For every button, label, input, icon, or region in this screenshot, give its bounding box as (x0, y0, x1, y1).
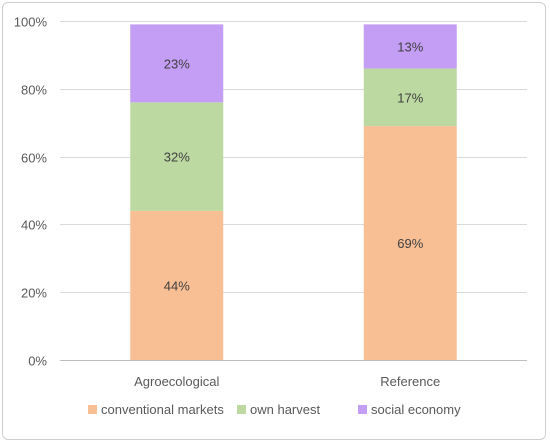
x-tick-label: Agroecological (134, 374, 219, 389)
legend-label: own harvest (250, 402, 320, 417)
y-tick-label: 40% (21, 218, 47, 233)
data-label: 32% (164, 150, 190, 165)
y-tick-label: 80% (21, 83, 47, 98)
legend-label: social economy (371, 402, 461, 417)
gridlines (60, 21, 527, 361)
y-tick-label: 0% (28, 354, 47, 369)
legend-label: conventional markets (101, 402, 224, 417)
data-label: 13% (397, 39, 423, 54)
legend-swatch (88, 405, 97, 414)
x-axis: Agroecological Reference (134, 374, 440, 389)
legend-swatch (237, 405, 246, 414)
data-label: 17% (397, 90, 423, 105)
bar-own-harvest (363, 68, 457, 127)
bar-social-economy (363, 24, 457, 69)
y-tick-label: 100% (14, 15, 48, 30)
bar-conventional-markets (363, 126, 457, 360)
legend-swatch (358, 405, 367, 414)
bar-social-economy (130, 24, 224, 103)
bar-own-harvest (130, 102, 224, 211)
bars: 44% 32% 23% 69% 17% 13% (130, 24, 457, 360)
data-label: 23% (164, 56, 190, 71)
x-tick-label: Reference (380, 374, 440, 389)
bar-conventional-markets (130, 210, 224, 360)
y-axis: 0% 20% 40% 60% 80% 100% (14, 15, 48, 369)
data-label: 69% (397, 236, 423, 251)
data-label: 44% (164, 278, 190, 293)
y-tick-label: 20% (21, 286, 47, 301)
y-tick-label: 60% (21, 151, 47, 166)
legend: conventional markets own harvest social ec… (88, 402, 461, 417)
